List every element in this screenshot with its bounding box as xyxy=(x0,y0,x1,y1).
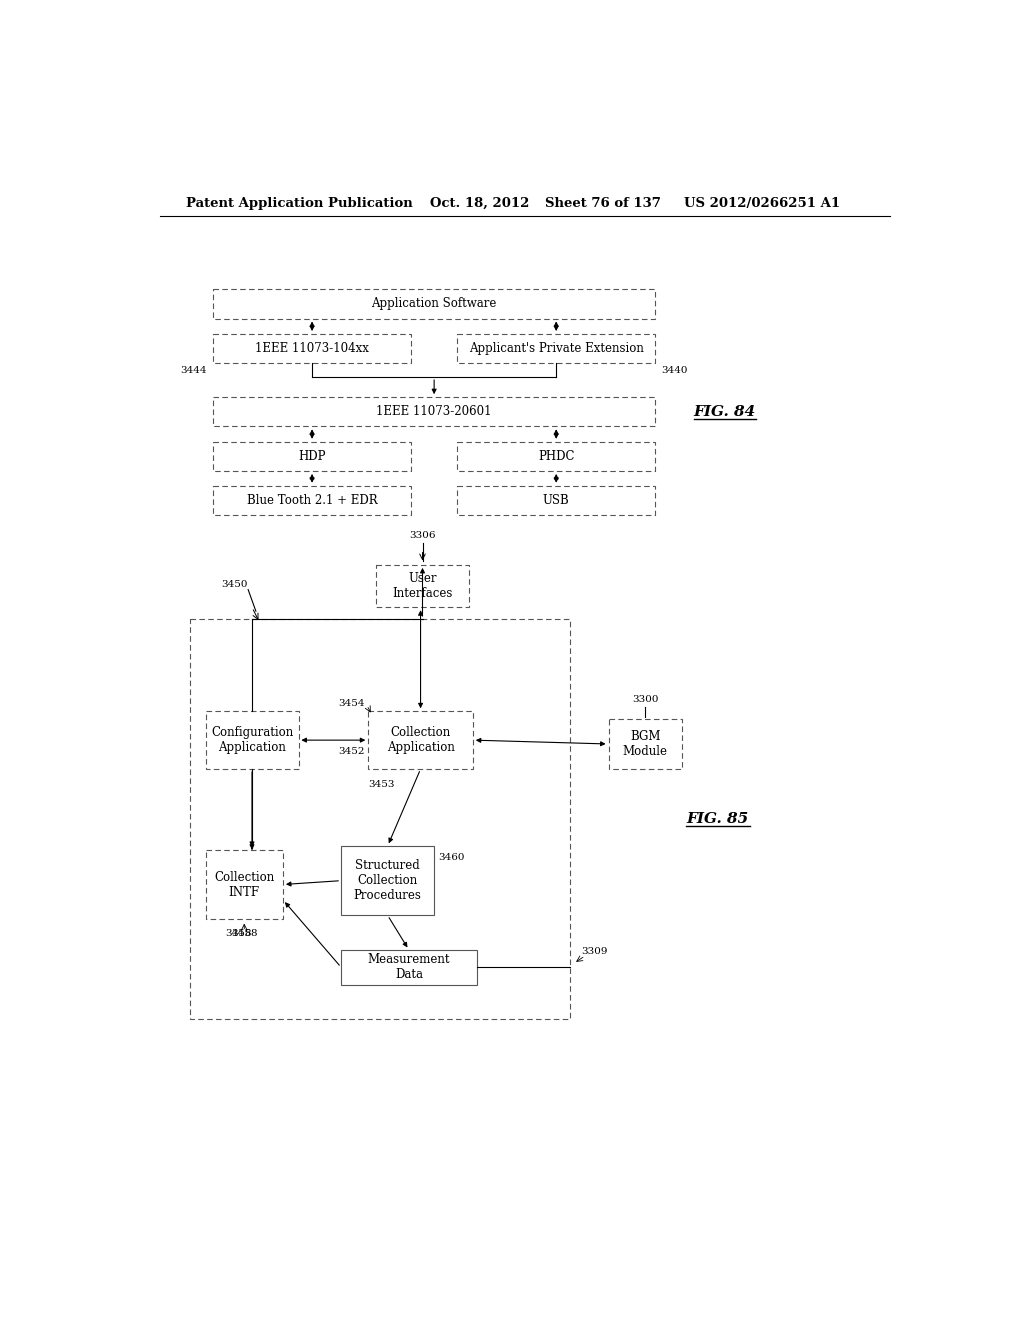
Text: 3306: 3306 xyxy=(410,531,436,540)
Text: Measurement
Data: Measurement Data xyxy=(368,953,451,981)
FancyArrowPatch shape xyxy=(419,611,423,708)
Text: 1EEE 11073-104xx: 1EEE 11073-104xx xyxy=(255,342,369,355)
FancyArrowPatch shape xyxy=(286,903,339,965)
Bar xyxy=(458,442,655,471)
Bar xyxy=(206,711,299,770)
Text: User
Interfaces: User Interfaces xyxy=(392,572,453,601)
Text: 3309: 3309 xyxy=(582,948,608,957)
Text: FIG. 85: FIG. 85 xyxy=(686,812,749,826)
Bar xyxy=(213,442,411,471)
FancyArrowPatch shape xyxy=(310,322,314,330)
FancyArrowPatch shape xyxy=(302,738,365,742)
Text: BGM
Module: BGM Module xyxy=(623,730,668,758)
Text: 3452: 3452 xyxy=(338,747,365,756)
FancyArrowPatch shape xyxy=(477,738,604,746)
Text: Collection
INTF: Collection INTF xyxy=(214,870,274,899)
Bar xyxy=(213,334,411,363)
FancyArrowPatch shape xyxy=(310,430,314,438)
Text: 3458: 3458 xyxy=(225,928,251,937)
Text: FIG. 84: FIG. 84 xyxy=(693,405,756,418)
FancyArrowPatch shape xyxy=(432,380,436,393)
Text: US 2012/0266251 A1: US 2012/0266251 A1 xyxy=(684,197,841,210)
FancyArrowPatch shape xyxy=(554,430,558,438)
Text: Sheet 76 of 137: Sheet 76 of 137 xyxy=(545,197,660,210)
Text: Patent Application Publication: Patent Application Publication xyxy=(186,197,413,210)
Text: Structured
Collection
Procedures: Structured Collection Procedures xyxy=(353,859,422,902)
Bar xyxy=(376,565,469,607)
Text: Blue Tooth 2.1 + EDR: Blue Tooth 2.1 + EDR xyxy=(247,494,378,507)
Bar xyxy=(213,397,655,426)
FancyArrowPatch shape xyxy=(389,772,420,842)
Text: PHDC: PHDC xyxy=(538,450,574,463)
Text: 3460: 3460 xyxy=(438,853,465,862)
Text: Applicant's Private Extension: Applicant's Private Extension xyxy=(469,342,644,355)
Bar xyxy=(213,486,411,515)
Bar xyxy=(213,289,655,318)
FancyArrowPatch shape xyxy=(554,475,558,482)
Text: 3440: 3440 xyxy=(662,367,688,375)
Text: 3300: 3300 xyxy=(632,696,658,704)
Bar xyxy=(190,619,569,1019)
Text: Configuration
Application: Configuration Application xyxy=(211,726,293,754)
Text: 3454: 3454 xyxy=(338,700,365,708)
FancyArrowPatch shape xyxy=(554,322,558,330)
Text: Oct. 18, 2012: Oct. 18, 2012 xyxy=(430,197,529,210)
Bar xyxy=(206,850,283,919)
Text: HDP: HDP xyxy=(298,450,326,463)
Bar xyxy=(458,486,655,515)
Text: 3450: 3450 xyxy=(221,579,248,589)
FancyArrowPatch shape xyxy=(389,917,407,946)
FancyArrowPatch shape xyxy=(250,772,254,846)
FancyArrowPatch shape xyxy=(250,845,254,849)
Text: 1EEE 11073-20601: 1EEE 11073-20601 xyxy=(377,405,492,418)
FancyArrowPatch shape xyxy=(310,475,314,482)
Bar xyxy=(341,846,434,915)
Bar xyxy=(369,711,473,770)
Text: 3458: 3458 xyxy=(231,928,257,937)
Text: Application Software: Application Software xyxy=(372,297,497,310)
Bar xyxy=(341,950,477,985)
FancyArrowPatch shape xyxy=(421,569,424,616)
Text: USB: USB xyxy=(543,494,569,507)
FancyArrowPatch shape xyxy=(287,880,338,886)
Text: Collection
Application: Collection Application xyxy=(387,726,455,754)
Bar xyxy=(608,719,682,770)
Text: 3444: 3444 xyxy=(180,367,207,375)
Bar xyxy=(458,334,655,363)
Text: 3453: 3453 xyxy=(369,780,395,789)
